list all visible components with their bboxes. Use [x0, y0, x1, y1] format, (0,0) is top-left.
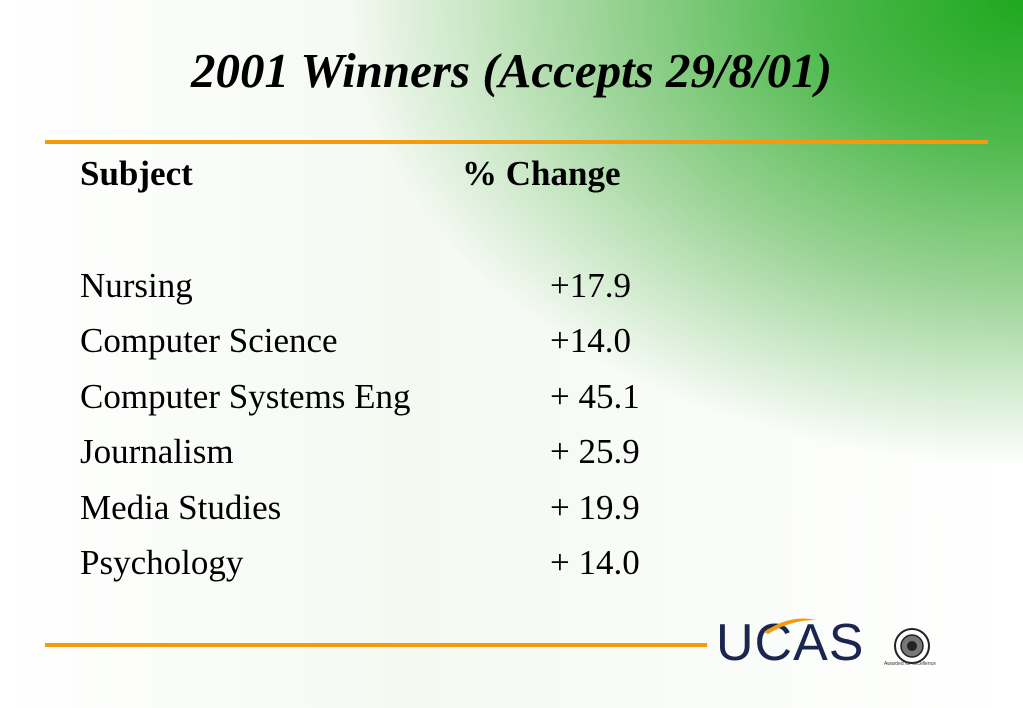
- change-cell: +14.0: [550, 321, 631, 361]
- excellence-seal: [894, 628, 930, 664]
- bottom-rule: [45, 643, 707, 647]
- subject-cell: Psychology: [80, 543, 244, 582]
- subject-cell: Nursing: [80, 266, 193, 305]
- change-cell: +17.9: [550, 266, 631, 305]
- logo-swoosh: [764, 618, 816, 634]
- header-change: % Change: [462, 154, 621, 193]
- subject-cell: Computer Science: [80, 321, 338, 361]
- header-subject: Subject: [80, 154, 193, 193]
- change-cell: + 19.9: [550, 487, 640, 527]
- change-cell: + 45.1: [550, 376, 640, 416]
- subject-cell: Journalism: [80, 432, 234, 472]
- change-cell: + 25.9: [550, 432, 640, 472]
- seal-caption: Awarded for excellence: [884, 661, 936, 667]
- subject-cell: Media Studies: [80, 487, 282, 527]
- top-rule: [45, 140, 988, 144]
- subject-cell: Computer Systems Eng: [80, 376, 411, 416]
- slide-title: 2001 Winners (Accepts 29/8/01): [190, 43, 833, 98]
- change-cell: + 14.0: [550, 543, 640, 582]
